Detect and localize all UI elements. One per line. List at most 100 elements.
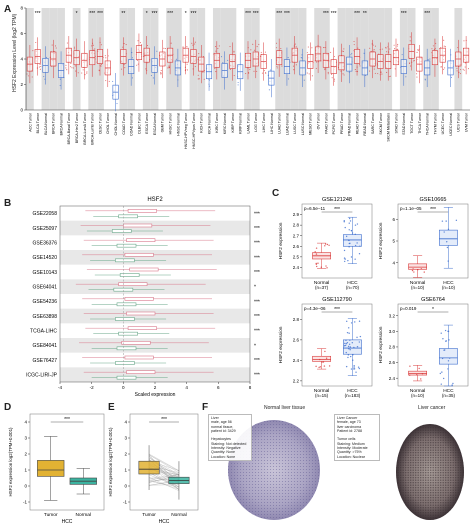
a-x-tick-label: GBM Tumor (161, 112, 165, 132)
point (350, 322, 353, 324)
point (446, 246, 449, 249)
a-point (169, 66, 171, 68)
a-significance: *** (276, 11, 282, 17)
point (348, 343, 351, 345)
a-point (82, 69, 84, 71)
a-x-tick-label: PAAD Tumor (324, 112, 328, 134)
b-normal-box (111, 229, 132, 233)
a-point (65, 67, 67, 69)
a-significance: ** (121, 11, 125, 17)
point (348, 246, 350, 248)
a-point (81, 72, 83, 74)
a-point (123, 64, 125, 66)
a-point (306, 72, 308, 74)
a-point (194, 41, 196, 43)
a-point (215, 71, 217, 73)
a-point (405, 76, 407, 78)
e-frame (129, 413, 199, 511)
a-x-tick-label: LGG Tumor (254, 112, 258, 132)
b-dataset-label: GSE63898 (33, 314, 58, 320)
b-dataset-label: GSE84041 (33, 343, 58, 349)
p-value: p=6.5e−11 (304, 206, 326, 211)
a-point (409, 40, 411, 42)
point (418, 367, 420, 370)
b-significance: * (254, 285, 256, 291)
point (326, 267, 328, 269)
a-point (450, 76, 453, 78)
a-point (160, 72, 162, 74)
point (358, 320, 361, 322)
a-point (281, 65, 283, 67)
a-x-tick-label: HNSC Normal (176, 113, 180, 136)
point (356, 223, 359, 225)
a-point (203, 71, 205, 73)
ihc-panel: Normal liver tissue Liver cancer (206, 404, 472, 526)
point (448, 339, 450, 341)
b-tumor-box (118, 282, 148, 286)
a-point (343, 48, 345, 50)
a-point (121, 68, 123, 70)
point (420, 378, 422, 380)
b-dataset-label: GSE36376 (33, 240, 58, 246)
a-point (100, 64, 103, 66)
a-significance: * (76, 11, 78, 17)
a-point (26, 73, 28, 75)
point (356, 345, 359, 348)
group-count: (n=10) (411, 285, 425, 290)
e-box (138, 460, 160, 475)
e-pair-line (149, 480, 179, 488)
b-title: HSF2 (147, 197, 163, 203)
y-tick-label: 2 (24, 452, 27, 457)
a-point (424, 78, 426, 80)
a-y-tick-label: 8 (20, 6, 23, 11)
group-label: HCC (347, 280, 358, 286)
group-label: HCC (443, 388, 454, 394)
point (348, 239, 350, 242)
a-point (203, 78, 205, 80)
group-label: Normal (76, 512, 91, 518)
cancer-info-line: Location: Nuclear (337, 454, 365, 459)
a-point (275, 47, 278, 49)
a-x-tick-label: KICH Normal (207, 113, 211, 134)
a-point (263, 70, 265, 72)
a-point (122, 46, 124, 48)
a-significance: *** (35, 11, 41, 17)
a-point (137, 40, 139, 42)
y-tick-label: 4 (24, 420, 27, 425)
b-dataset-label: GSE64041 (33, 284, 58, 290)
a-point (197, 78, 199, 80)
point (447, 330, 450, 332)
hcc-tumor-normal-boxplot: -1 0 1 2 3 4 HSF2 expression log2(TPM+0.001) **… (8, 413, 105, 525)
cancer-info-line: Tumor cells (337, 437, 356, 442)
point (352, 354, 354, 356)
b-significance: *** (254, 211, 260, 217)
a-point (444, 67, 446, 69)
e-y-tick-label: 3 (124, 436, 127, 441)
point (441, 357, 444, 360)
point (441, 371, 443, 373)
point (345, 343, 348, 345)
a-point (233, 51, 235, 53)
box (408, 263, 428, 270)
a-point (191, 42, 193, 44)
a-point (385, 46, 387, 48)
a-point (261, 72, 263, 74)
cancer-info-line: Patient id: 2788 (337, 428, 362, 433)
b-dataset-label: GSE25097 (33, 226, 58, 232)
e-y-tick-label: -1 (123, 500, 127, 505)
a-point (31, 76, 33, 78)
a-point (269, 69, 271, 71)
c-title: GSE112790 (322, 297, 352, 303)
point (452, 382, 454, 385)
a-point (145, 68, 147, 70)
a-point (373, 48, 375, 51)
a-point (167, 67, 169, 69)
point (346, 320, 348, 323)
e-x-axis-label: HCC (159, 519, 170, 525)
a-y-tick-label: 6 (20, 31, 23, 36)
y-tick-label: 2.9 (293, 212, 300, 217)
point (440, 383, 442, 385)
y-tick-label: 2.4 (293, 265, 300, 270)
a-x-tick-label: LUAD Normal (285, 113, 289, 135)
b-x-tick-label: -4 (58, 385, 63, 390)
